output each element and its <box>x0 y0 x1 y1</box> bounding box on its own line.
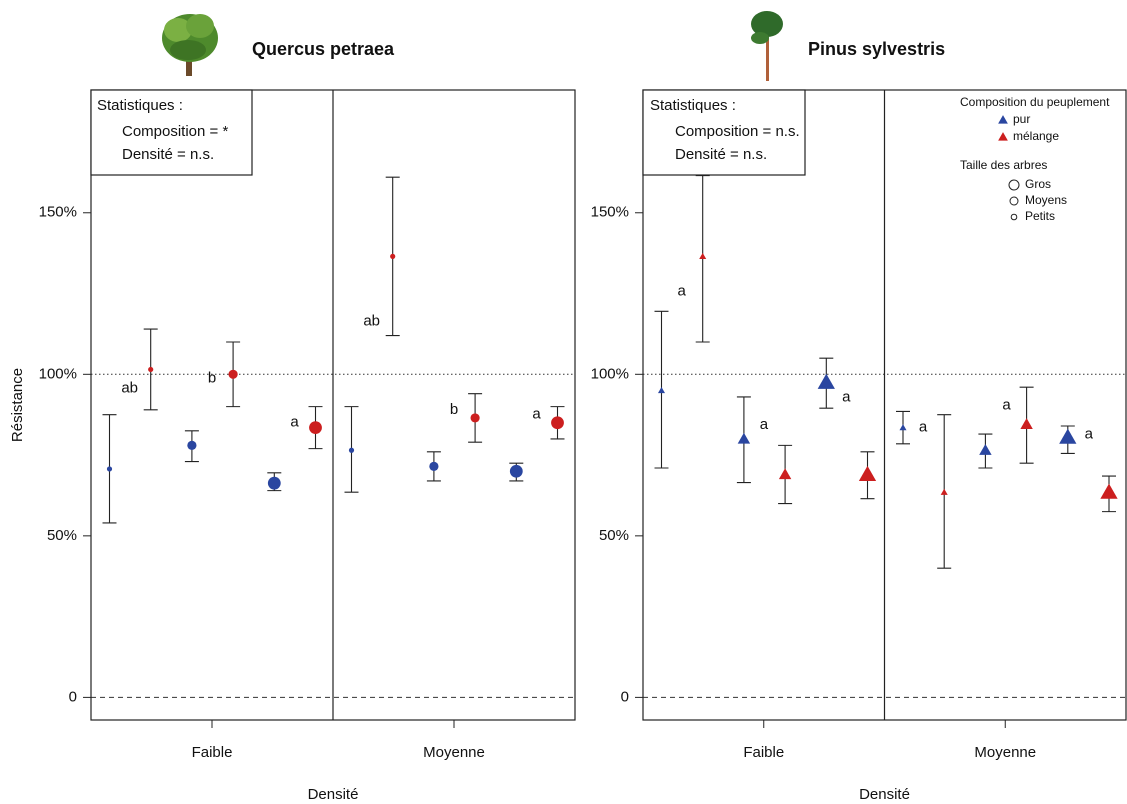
point <box>1059 429 1076 444</box>
pine-icon <box>751 11 783 81</box>
y-tick-label: 0 <box>621 688 629 705</box>
point <box>551 416 564 429</box>
y-tick-label: 50% <box>47 527 77 544</box>
point <box>699 253 706 259</box>
legend-marker <box>1009 180 1019 190</box>
stats-title: Statistiques : <box>650 97 736 114</box>
y-tick-label: 50% <box>599 527 629 544</box>
point <box>658 387 665 393</box>
point-label: a <box>1002 396 1011 413</box>
point <box>471 413 480 422</box>
point <box>510 465 523 478</box>
point <box>268 477 281 490</box>
legend-label: Petits <box>1025 209 1055 223</box>
x-tick-label: Faible <box>192 744 233 761</box>
legend-label: Gros <box>1025 177 1051 191</box>
x-axis-label: Densité <box>308 786 359 803</box>
y-tick-label: 100% <box>591 365 629 382</box>
point <box>229 370 238 379</box>
legend-label: pur <box>1013 112 1030 126</box>
point-label: a <box>919 419 928 436</box>
point <box>779 468 791 479</box>
y-tick-label: 0 <box>69 688 77 705</box>
point <box>107 466 112 471</box>
y-tick-label: 100% <box>39 365 77 382</box>
stats-title: Statistiques : <box>97 97 183 114</box>
stats-line: Densité = n.s. <box>122 146 214 163</box>
point <box>187 441 196 450</box>
legend-label: mélange <box>1013 129 1059 143</box>
legend-title: Taille des arbres <box>960 158 1047 172</box>
legend-label: Moyens <box>1025 193 1067 207</box>
point <box>818 374 835 389</box>
page: Quercus petraea 0 50% 100% 150% Faible Moyenne… <box>0 0 1127 804</box>
point <box>390 254 395 259</box>
y-tick-label: 150% <box>39 204 77 221</box>
point <box>979 444 991 455</box>
point <box>1020 418 1032 429</box>
figure: Quercus petraea 0 50% 100% 150% Faible Moyenne… <box>0 0 1127 804</box>
point <box>349 448 354 453</box>
x-tick-label: Faible <box>743 744 784 761</box>
y-tick-label: 150% <box>591 204 629 221</box>
point-label: ab <box>121 379 138 396</box>
point-label: ab <box>363 312 380 329</box>
legend-marker <box>1010 197 1018 205</box>
point <box>1100 484 1117 499</box>
point-label: a <box>760 416 769 433</box>
point <box>998 132 1008 141</box>
chart-title: Quercus petraea <box>252 39 395 59</box>
chart-title: Pinus sylvestris <box>808 39 945 59</box>
x-axis-label: Densité <box>859 786 910 803</box>
chart-pinus: Pinus sylvestris 0 50% 100% 150% Faible Moyenn… <box>591 39 1126 803</box>
legend-title: Composition du peuplement <box>960 95 1110 109</box>
point-label: a <box>532 406 541 423</box>
chart-quercus: Quercus petraea 0 50% 100% 150% Faible Moyenne… <box>9 39 575 803</box>
y-axis-label: Résistance <box>9 368 26 442</box>
x-tick-label: Moyenne <box>423 744 485 761</box>
point-label: a <box>678 282 687 299</box>
oak-icon <box>162 14 218 76</box>
stats-line: Composition = * <box>122 123 228 140</box>
point <box>429 462 438 471</box>
point <box>148 367 153 372</box>
x-tick-label: Moyenne <box>974 744 1036 761</box>
point <box>738 433 750 444</box>
point-label: a <box>842 388 851 405</box>
stats-line: Composition = n.s. <box>675 123 800 140</box>
point-label: a <box>290 414 299 431</box>
point <box>859 466 876 481</box>
legend-marker <box>1011 214 1017 220</box>
point-label: b <box>450 401 458 418</box>
point <box>899 424 906 430</box>
point <box>998 115 1008 124</box>
point <box>309 421 322 434</box>
point-label: b <box>208 369 216 386</box>
point-label: a <box>1085 425 1094 442</box>
stats-line: Densité = n.s. <box>675 146 767 163</box>
point <box>941 489 948 495</box>
